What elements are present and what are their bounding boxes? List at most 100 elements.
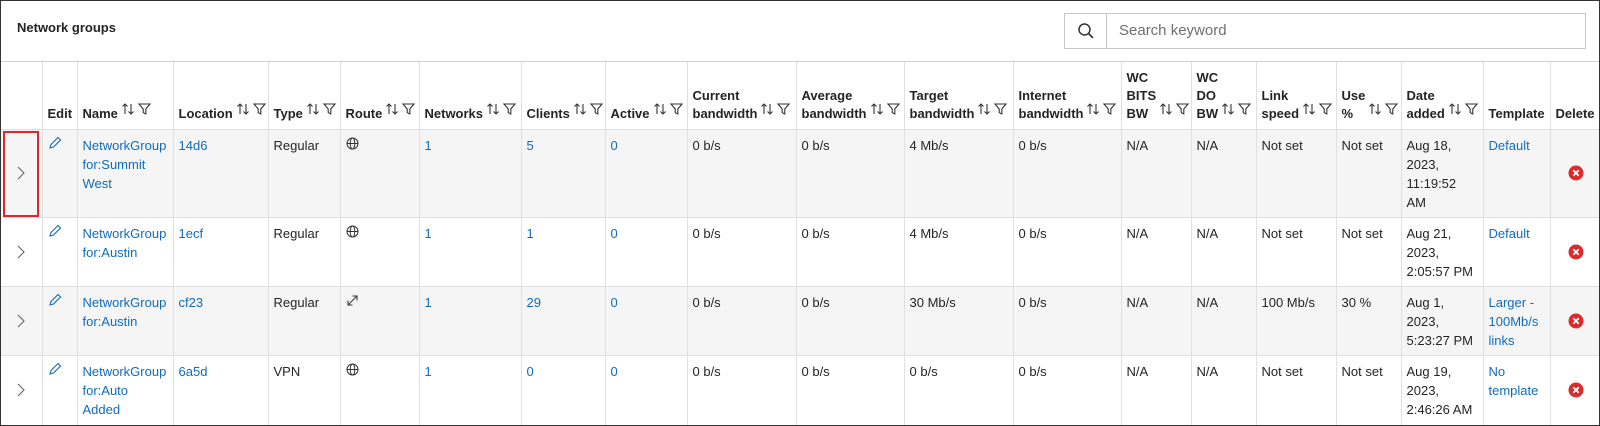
cell-link[interactable]: 1ecf [178, 225, 204, 241]
column-header[interactable]: Networks [418, 62, 521, 130]
column-header[interactable]: Use % [1335, 62, 1401, 130]
cell-link[interactable]: Default [1488, 225, 1530, 241]
column-label: WC DO BW [1196, 69, 1219, 121]
cell: cf23 [172, 286, 268, 356]
column-label: Target bandwidth [909, 87, 975, 121]
cell-link[interactable]: 29 [526, 294, 541, 310]
cell: 0 b/s [903, 355, 1013, 425]
cell: 0 b/s [795, 286, 904, 356]
column-header[interactable]: Location [172, 62, 268, 130]
cell-link[interactable]: 1 [424, 137, 432, 153]
cell: 0 b/s [686, 129, 796, 218]
column-header[interactable]: Name [76, 62, 173, 130]
cell: 0 [604, 286, 687, 356]
cell: 0 b/s [795, 129, 904, 218]
cell: N/A [1120, 286, 1191, 356]
expand-toggle[interactable] [1, 355, 42, 425]
cell: Default [1482, 129, 1550, 218]
sort-filter-icons[interactable] [1368, 102, 1400, 121]
cell: 0 [520, 355, 605, 425]
cell: 0 b/s [686, 217, 796, 287]
delete-button[interactable] [1549, 286, 1599, 356]
route-icon [339, 355, 419, 425]
cell: Aug 19, 2023, 2:46:26 AM [1400, 355, 1483, 425]
delete-button[interactable] [1549, 355, 1599, 425]
sort-filter-icons[interactable] [121, 102, 153, 121]
cell: 100 Mb/s [1255, 286, 1336, 356]
column-header[interactable]: Active [604, 62, 687, 130]
sort-filter-icons[interactable] [236, 102, 268, 121]
column-header[interactable]: Average bandwidth [795, 62, 904, 130]
edit-button[interactable] [41, 217, 77, 287]
cell-link[interactable]: 1 [424, 363, 432, 379]
cell-link[interactable]: 14d6 [178, 137, 208, 153]
column-header[interactable]: Current bandwidth [686, 62, 796, 130]
sort-filter-icons[interactable] [385, 102, 417, 121]
column-header[interactable]: WC DO BW [1190, 62, 1256, 130]
cell-link[interactable]: NetworkGroup for:Summit West [82, 137, 167, 191]
cell: 1 [418, 217, 521, 287]
edit-button[interactable] [41, 355, 77, 425]
column-header[interactable]: Date added [1400, 62, 1483, 130]
column-label: Average bandwidth [801, 87, 867, 121]
sort-filter-icons[interactable] [306, 102, 338, 121]
column-label: Current bandwidth [692, 87, 758, 121]
cell-link[interactable]: 0 [610, 137, 618, 153]
column-label: Use % [1341, 87, 1366, 121]
cell-link[interactable]: 6a5d [178, 363, 208, 379]
cell-link[interactable]: Default [1488, 137, 1530, 153]
expand-toggle[interactable] [1, 286, 42, 356]
column-label: Clients [526, 105, 570, 121]
cell-link[interactable]: 0 [610, 294, 618, 310]
column-label: Location [178, 105, 233, 121]
cell: Not set [1255, 217, 1336, 287]
sort-filter-icons[interactable] [870, 102, 902, 121]
cell: 0 b/s [1012, 217, 1121, 287]
cell-link[interactable]: 0 [610, 225, 618, 241]
edit-button[interactable] [41, 286, 77, 356]
cell-link[interactable]: 5 [526, 137, 534, 153]
cell: 0 [604, 355, 687, 425]
search-box[interactable]: Search keyword [1064, 13, 1586, 49]
column-header[interactable]: Internet bandwidth [1012, 62, 1121, 130]
sort-filter-icons[interactable] [977, 102, 1009, 121]
column-header[interactable]: Route [339, 62, 419, 130]
cell-link[interactable]: NetworkGroup for:Austin [82, 294, 167, 329]
sort-filter-icons[interactable] [1086, 102, 1118, 121]
column-header[interactable]: Type [267, 62, 340, 130]
sort-filter-icons[interactable] [1302, 102, 1334, 121]
cell-link[interactable]: No template [1488, 363, 1539, 398]
sort-filter-icons[interactable] [653, 102, 685, 121]
cell-link[interactable]: NetworkGroup for:Auto Added [82, 363, 167, 417]
cell-link[interactable]: Larger - 100Mb/s links [1488, 294, 1539, 348]
column-header[interactable]: WC BITS BW [1120, 62, 1191, 130]
column-header[interactable]: Link speed [1255, 62, 1336, 130]
cell-link[interactable]: NetworkGroup for:Austin [82, 225, 167, 260]
expand-toggle[interactable] [1, 217, 42, 287]
cell-link[interactable]: cf23 [178, 294, 204, 310]
cell: Regular [267, 129, 340, 218]
cell-link[interactable]: 1 [424, 225, 432, 241]
column-header[interactable]: Target bandwidth [903, 62, 1013, 130]
sort-filter-icons[interactable] [1448, 102, 1480, 121]
sort-filter-icons[interactable] [1221, 102, 1253, 121]
cell-link[interactable]: 0 [526, 363, 534, 379]
cell-link[interactable]: 1 [526, 225, 534, 241]
cell-link[interactable]: 1 [424, 294, 432, 310]
cell: Not set [1335, 217, 1401, 287]
column-header[interactable]: Clients [520, 62, 605, 130]
table-row: NetworkGroup for:Austin cf23 Regular 1 29 0 0 … [1, 286, 1599, 356]
search-icon [1065, 14, 1107, 48]
cell: No template [1482, 355, 1550, 425]
sort-filter-icons[interactable] [573, 102, 605, 121]
expand-toggle[interactable] [1, 129, 42, 218]
sort-filter-icons[interactable] [1159, 102, 1191, 121]
cell: Not set [1335, 355, 1401, 425]
delete-button[interactable] [1549, 217, 1599, 287]
cell-link[interactable]: 0 [610, 363, 618, 379]
sort-filter-icons[interactable] [486, 102, 518, 121]
edit-button[interactable] [41, 129, 77, 218]
cell: Aug 1, 2023, 5:23:27 PM [1400, 286, 1483, 356]
delete-button[interactable] [1549, 129, 1599, 218]
sort-filter-icons[interactable] [760, 102, 792, 121]
